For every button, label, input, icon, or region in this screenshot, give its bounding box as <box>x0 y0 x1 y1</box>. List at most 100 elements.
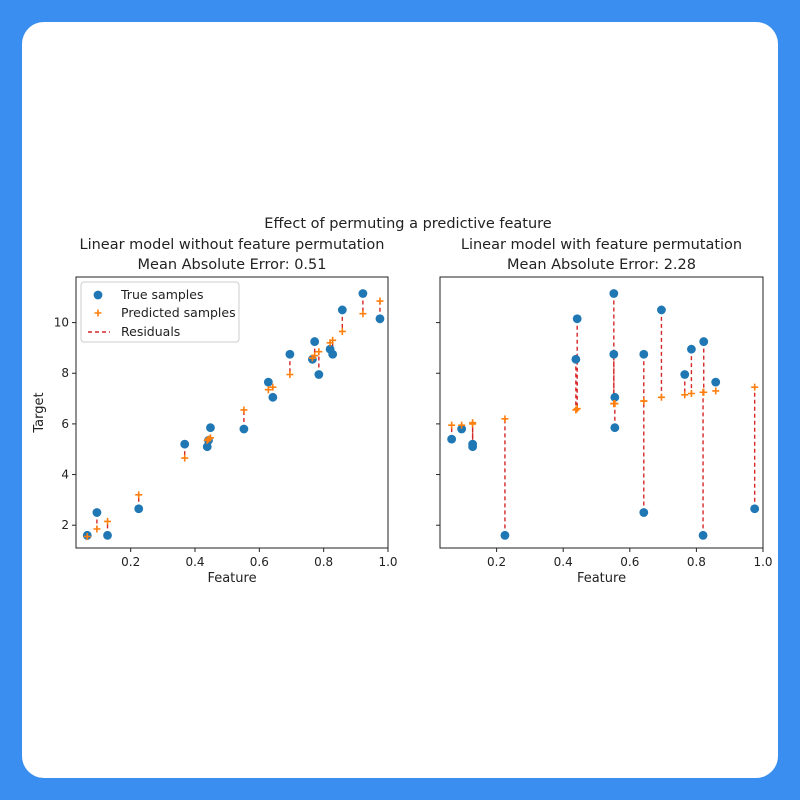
predicted-sample-marker <box>104 517 112 525</box>
true-sample-point <box>639 349 649 359</box>
true-sample-point <box>699 337 709 346</box>
true-sample-point <box>610 392 620 402</box>
predicted-sample-marker <box>376 297 384 305</box>
true-sample-point <box>500 530 510 540</box>
predicted-sample-marker <box>83 533 91 541</box>
x-tick-label: 0.8 <box>314 555 333 569</box>
predicted-sample-marker <box>359 310 367 318</box>
legend: True samples Predicted samples Residuals <box>80 281 240 343</box>
x-axis-label: Feature <box>577 571 626 586</box>
x-tick-label: 0.4 <box>185 555 204 569</box>
true-sample-point <box>310 337 320 346</box>
plot-title: Linear model with feature permutation <box>461 237 742 253</box>
true-sample-point <box>609 289 619 298</box>
plot-title: Linear model without feature permutation <box>79 237 384 253</box>
x-tick-label: 0.2 <box>121 555 140 569</box>
predicted-sample-marker <box>640 397 648 405</box>
predicted-sample-marker <box>681 391 689 399</box>
predicted-sample-marker <box>93 525 101 533</box>
true-sample-point <box>609 349 619 359</box>
predicted-sample-marker <box>135 491 143 499</box>
x-tick-label: 0.6 <box>250 555 269 569</box>
card: Effect of permuting a predictive feature… <box>22 22 778 778</box>
x-tick-label: 1.0 <box>378 555 397 569</box>
true-sample-point <box>639 508 649 517</box>
x-tick-label: 1.0 <box>753 555 772 569</box>
legend-label-residuals: Residuals <box>121 324 180 339</box>
predicted-sample-marker <box>264 386 272 394</box>
true-sample-point <box>468 442 478 452</box>
predicted-sample-marker <box>269 383 277 391</box>
y-tick-label: 10 <box>54 316 69 330</box>
x-axis-label: Feature <box>207 571 256 586</box>
predicted-sample-marker <box>657 393 665 401</box>
true-sample-point <box>263 377 273 387</box>
x-tick-label: 0.8 <box>687 555 706 569</box>
legend-label-true: True samples <box>120 287 203 302</box>
predicted-sample-marker <box>501 415 509 423</box>
true-sample-point <box>680 370 690 379</box>
true-sample-point <box>687 344 696 354</box>
true-sample-point <box>134 504 144 514</box>
predicted-sample-marker <box>311 352 319 360</box>
true-sample-point <box>285 349 295 359</box>
plot-frame <box>75 276 389 549</box>
predicted-sample-marker <box>611 400 619 408</box>
x-tick-label: 0.4 <box>554 555 573 569</box>
true-sample-point <box>92 508 102 517</box>
y-tick-label: 2 <box>61 518 69 532</box>
true-sample-point <box>337 305 347 315</box>
predicted-sample-marker <box>338 327 346 335</box>
predicted-sample-marker <box>712 387 720 395</box>
true-sample-point <box>206 423 215 433</box>
predicted-sample-marker <box>572 406 580 414</box>
predicted-sample-marker <box>286 371 294 379</box>
predicted-sample-marker <box>315 348 323 356</box>
true-sample-point <box>571 354 581 364</box>
true-sample-point <box>711 377 721 387</box>
predicted-sample-marker <box>573 405 581 413</box>
y-tick-label: 4 <box>61 468 69 482</box>
predicted-sample-marker <box>700 388 708 396</box>
predicted-sample-marker <box>751 383 759 391</box>
legend-label-predicted: Predicted samples <box>121 305 236 320</box>
predicted-sample-marker <box>687 390 695 398</box>
true-sample-point <box>268 392 278 402</box>
x-tick-label: 0.6 <box>620 555 639 569</box>
right-plot: Linear model with feature permutation Mea… <box>436 237 773 586</box>
true-sample-point <box>103 530 112 540</box>
true-sample-point <box>358 289 368 298</box>
predicted-sample-marker <box>181 454 189 462</box>
figure: Effect of permuting a predictive feature… <box>32 216 773 586</box>
true-sample-point <box>750 504 760 514</box>
y-tick-label: 6 <box>61 417 69 431</box>
true-sample-point <box>314 370 324 379</box>
legend-box <box>80 281 240 343</box>
true-sample-point <box>457 424 467 434</box>
true-sample-point <box>657 305 666 315</box>
y-tick-label: 8 <box>61 366 69 380</box>
true-sample-point <box>239 424 249 434</box>
predicted-sample-marker <box>206 434 214 442</box>
left-plot: Linear model without feature permutation… <box>32 237 398 586</box>
figure-suptitle: Effect of permuting a predictive feature <box>264 216 552 232</box>
legend-true-swatch <box>93 290 103 300</box>
plot-subtitle: Mean Absolute Error: 0.51 <box>138 257 327 273</box>
predicted-sample-marker <box>469 419 477 427</box>
predicted-sample-marker <box>240 406 248 414</box>
x-tick-label: 0.2 <box>487 555 506 569</box>
true-sample-point <box>180 439 190 449</box>
true-sample-point <box>610 423 620 433</box>
legend-predicted-swatch <box>94 309 102 317</box>
plot-subtitle: Mean Absolute Error: 2.28 <box>507 257 696 273</box>
predicted-sample-marker <box>329 336 337 344</box>
predicted-sample-marker <box>458 421 466 429</box>
true-sample-point <box>447 434 457 444</box>
true-sample-point <box>698 530 708 540</box>
plot-frame <box>439 276 764 549</box>
y-axis-label: Target <box>32 392 47 433</box>
true-sample-point <box>328 349 338 359</box>
true-sample-point <box>572 314 582 324</box>
predicted-sample-marker <box>448 421 456 429</box>
true-sample-point <box>375 314 385 324</box>
